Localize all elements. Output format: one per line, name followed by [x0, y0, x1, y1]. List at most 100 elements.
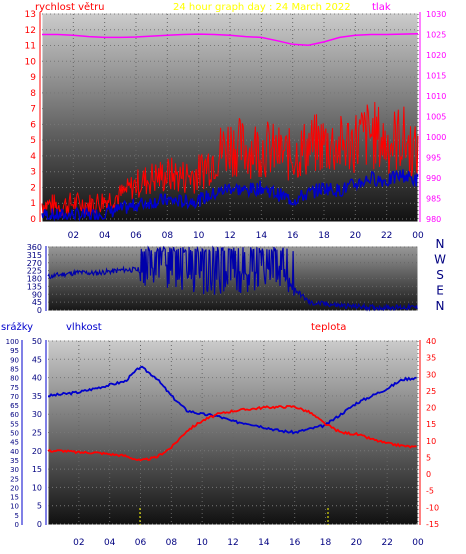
x-tick-label: 16	[289, 538, 301, 548]
x-tick-label: 20	[351, 538, 363, 548]
temperature-tick-label: 15	[426, 420, 436, 429]
temperature-tick-label: 35	[426, 354, 436, 363]
humidity-tick-label: 35	[32, 392, 42, 401]
humidity-label: vlhkost	[66, 322, 102, 333]
rain-tick-label: 90	[10, 356, 19, 364]
x-tick-label: 14	[258, 538, 270, 548]
direction-tick-label: 270	[27, 259, 42, 268]
rain-tick-label: 65	[10, 402, 19, 410]
temperature-tick-label: 30	[426, 370, 436, 379]
humidity-temperature-series	[47, 365, 417, 462]
x-tick-label: 00	[412, 231, 424, 241]
rain-tick-label: 50	[10, 430, 19, 438]
x-tick-label: 08	[162, 231, 174, 241]
wind-speed-tick-label: 0	[30, 215, 36, 225]
wind-direction-series-line	[47, 245, 418, 312]
direction-tick-label: 45	[32, 298, 42, 307]
rain-tick-label: 85	[10, 365, 19, 373]
wind-speed-tick-label: 5	[30, 136, 36, 146]
pressure-series-line	[42, 32, 419, 46]
x-tick-label: 22	[381, 538, 392, 548]
pressure-tick-label: 1005	[426, 113, 446, 122]
rain-tick-label: 0	[15, 521, 19, 529]
wind-speed-tick-label: 3	[30, 168, 36, 178]
rain-tick-label: 95	[10, 347, 19, 355]
wind-speed-tick-label: 13	[25, 10, 36, 20]
humidity-tick-label: 0	[37, 520, 42, 529]
x-tick-label: 14	[256, 231, 268, 241]
wind-pressure-ticks: 02 04 06 08 10 12 14 16 18 20 22 000123456789101112…	[25, 10, 447, 241]
wind-speed-tick-label: 7	[30, 105, 36, 115]
direction-tick-label: 135	[27, 282, 42, 291]
compass-label: S	[436, 268, 444, 282]
rain-tick-label: 20	[10, 484, 19, 492]
humidity-tick-label: 45	[32, 355, 42, 364]
compass-label: E	[436, 284, 444, 298]
temperature-tick-label: 10	[426, 437, 436, 446]
pressure-tick-label: 1015	[426, 72, 446, 81]
x-tick-label: 12	[224, 231, 235, 241]
x-tick-label: 16	[287, 231, 299, 241]
pressure-tick-label: 990	[426, 174, 441, 183]
wind-speed-tick-label: 1	[30, 199, 36, 209]
rain-tick-label: 60	[10, 411, 19, 419]
x-tick-label: 20	[350, 231, 362, 241]
direction-tick-label: 315	[27, 251, 42, 260]
pressure-tick-label: 1025	[426, 31, 446, 40]
humidity-tick-label: 25	[32, 429, 42, 438]
rain-tick-label: 45	[10, 439, 19, 447]
rain-label: srážky	[1, 321, 33, 333]
pressure-tick-label: 1020	[426, 51, 446, 60]
compass-label: W	[434, 253, 446, 267]
wind-speed-label: rychlost větru	[35, 1, 105, 13]
direction-tick-label: 0	[37, 306, 42, 315]
gust-series-line	[41, 101, 419, 217]
temperature-tick-label: -15	[426, 520, 439, 529]
pressure-tick-label: 1000	[426, 133, 446, 142]
rain-tick-label: 40	[10, 448, 19, 456]
rain-tick-label: 75	[10, 384, 19, 392]
x-tick-label: 04	[99, 231, 111, 241]
x-tick-label: 02	[73, 538, 84, 548]
temperature-tick-label: 20	[426, 404, 436, 413]
wind-pressure-series	[41, 32, 419, 222]
pressure-tick-label: 995	[426, 154, 441, 163]
x-tick-label: 00	[412, 538, 424, 548]
wind-speed-tick-label: 6	[30, 120, 36, 130]
humidity-tick-label: 50	[32, 337, 42, 346]
chart-title: 24 hour graph day : 24 March 2022	[173, 2, 351, 13]
pressure-tick-label: 1010	[426, 92, 446, 101]
temperature-tick-label: 0	[426, 470, 431, 479]
temperature-tick-label: 25	[426, 387, 436, 396]
humidity-series-line	[47, 365, 417, 435]
humidity-tick-label: 5	[37, 502, 42, 511]
wind-speed-tick-label: 11	[25, 42, 36, 52]
compass-label: N	[436, 237, 445, 251]
pressure-tick-label: 1030	[426, 10, 446, 19]
temperature-tick-label: -10	[426, 503, 439, 512]
pressure-label: tlak	[372, 2, 391, 13]
rain-tick-label: 25	[10, 475, 19, 483]
x-tick-label: 18	[320, 538, 332, 548]
wind-speed-tick-label: 9	[30, 73, 36, 83]
x-tick-label: 06	[130, 231, 142, 241]
x-tick-label: 12	[227, 538, 238, 548]
wind-speed-tick-label: 2	[30, 183, 36, 193]
humidity-tick-label: 30	[32, 410, 42, 419]
rain-tick-label: 55	[10, 420, 19, 428]
temperature-label: teplota	[311, 322, 346, 333]
rain-tick-label: 35	[10, 457, 19, 465]
humidity-tick-label: 20	[32, 447, 42, 456]
x-tick-label: 22	[381, 231, 392, 241]
rain-tick-label: 30	[10, 466, 19, 474]
rain-tick-label: 5	[15, 512, 19, 520]
x-tick-label: 18	[318, 231, 330, 241]
temperature-tick-label: -5	[426, 487, 434, 496]
rain-tick-label: 70	[10, 393, 19, 401]
wind-speed-tick-label: 8	[30, 89, 36, 99]
direction-tick-label: 180	[27, 275, 42, 284]
x-tick-label: 08	[166, 538, 178, 548]
rain-tick-label: 10	[10, 503, 19, 511]
